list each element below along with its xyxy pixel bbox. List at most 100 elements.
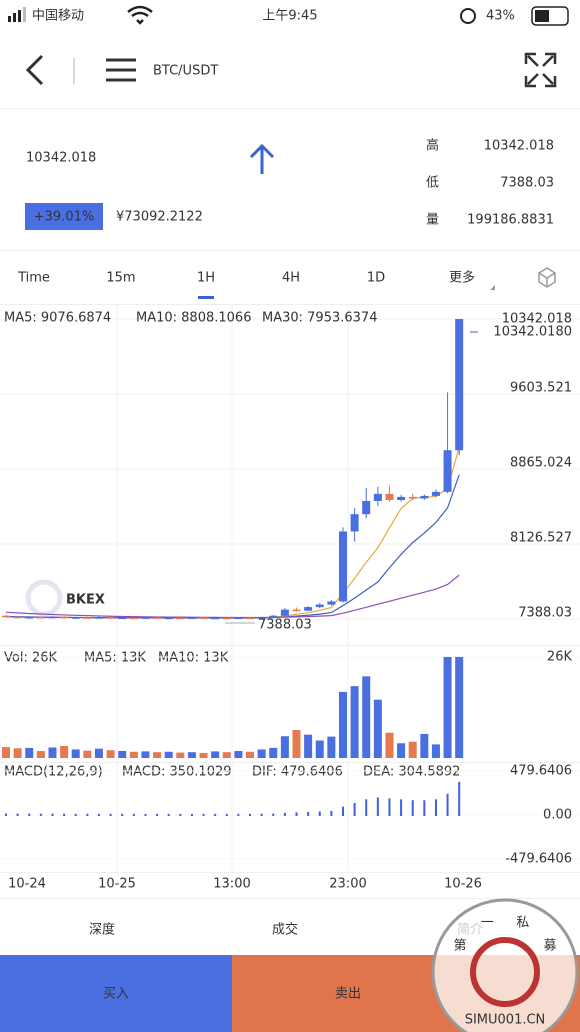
separator [0,108,580,109]
seal-char: 私 [516,916,529,931]
action-label: 买入 [103,987,129,1002]
stat-label: 低 [426,176,439,191]
lock-icon [460,8,476,24]
volume-bar [164,751,173,758]
wifi-icon [127,5,153,25]
candle-body [48,616,57,619]
time-label: 13:00 [213,877,250,892]
volume-bar [71,749,80,758]
seal-char: 一 [481,916,494,931]
info-tab[interactable]: 成交 [272,922,298,938]
candle-body [176,617,185,620]
change-percent: +39.01% [34,210,94,225]
macd-legend: MACD(12,26,9) [4,765,103,780]
volume-bar [280,736,289,758]
ma-legend: MA10: 8808.1066 [136,311,251,326]
buy-button[interactable] [0,955,232,1032]
low-label: 7388.03 [258,617,312,632]
candle-body [211,617,220,620]
volume-bar [338,691,347,758]
volume-bar [327,736,336,758]
separator [0,304,580,305]
stat-label: 量 [426,213,439,228]
volume-bar [222,752,231,758]
period-tab[interactable]: 1H [197,271,215,286]
ma-legend: MA30: 7953.6374 [262,311,377,326]
stat-value: 7388.03 [500,176,554,191]
time-label: 10-25 [98,877,136,892]
volume-bar [362,676,371,758]
macd-legend: DIF: 479.6406 [252,765,343,780]
period-tab[interactable]: 1D [367,271,385,286]
volume-bar [385,732,394,758]
volume-bar [94,748,103,758]
separator [0,898,580,899]
cny-price: ¥73092.2122 [116,210,203,225]
active-tab-underline [198,296,214,299]
price-tick-label: 8865.024 [510,455,572,470]
candle-body [222,617,231,620]
pair-title: BTC/USDT [153,64,218,79]
battery-text: 43% [486,9,515,24]
candle-body [420,495,429,499]
candle-body [199,617,208,619]
candle-body [280,609,289,616]
volume-bar [420,733,429,758]
period-tab[interactable]: 15m [106,271,135,286]
volume-bar [106,750,115,758]
info-tab[interactable]: 深度 [89,922,115,938]
candle-body [118,617,127,620]
candle-body [106,617,115,619]
period-tab[interactable]: 4H [282,271,300,286]
candle-body [257,617,266,619]
price-tick-label: 8126.527 [510,530,572,545]
time-label: 10-26 [444,877,482,892]
volume-bar [246,751,255,758]
stats: 高 10342.018 低 7388.03 量 199186.8831 [426,138,554,228]
volume-bar [83,750,92,758]
candle-body [71,617,80,619]
volume-bar [350,686,359,758]
vol-legend: Vol: 26K [4,651,58,666]
volume-bar [269,747,278,758]
candle-body [304,607,313,611]
volume-bar [455,656,464,758]
candle-body [455,319,464,451]
3d-button[interactable] [538,267,556,288]
signal-icon [8,7,26,22]
candle-body [315,604,324,608]
volume-bar [60,745,69,758]
volume-bar [141,751,150,758]
candle-body [292,609,301,612]
battery-level [535,10,549,22]
last-price: 10342.018 [26,151,96,166]
seal [431,898,579,1032]
back-button[interactable] [25,54,44,86]
kline-chart: BKEX 10342.018 9603.521 8865.024 8126.527 738… [0,305,580,892]
volume-bar [13,748,22,758]
stat-value: 10342.018 [484,139,554,154]
fullscreen-button[interactable] [524,52,557,88]
candle-body [153,617,162,619]
stat-label: 高 [426,138,439,154]
battery-icon [531,6,569,26]
candle-body [36,616,45,619]
volume-bar [408,741,417,758]
period-tab[interactable]: Time [17,271,50,286]
candle-body [327,601,336,605]
seal-char: 募 [544,939,557,954]
candle-body [408,496,417,499]
candle-body [350,514,359,532]
candle-body [164,617,173,620]
menu-button[interactable] [106,58,136,82]
vol-legend: MA5: 13K [84,651,146,666]
macd-legend: MACD: 350.1029 [122,765,232,780]
candle-body [373,493,382,501]
volume-bar [292,730,301,758]
period-tab[interactable]: 更多 [449,270,475,286]
macd-legend: DEA: 304.5892 [363,765,460,780]
volume-bar [199,752,208,758]
candle-body [129,617,138,620]
volume-bar [304,734,313,758]
